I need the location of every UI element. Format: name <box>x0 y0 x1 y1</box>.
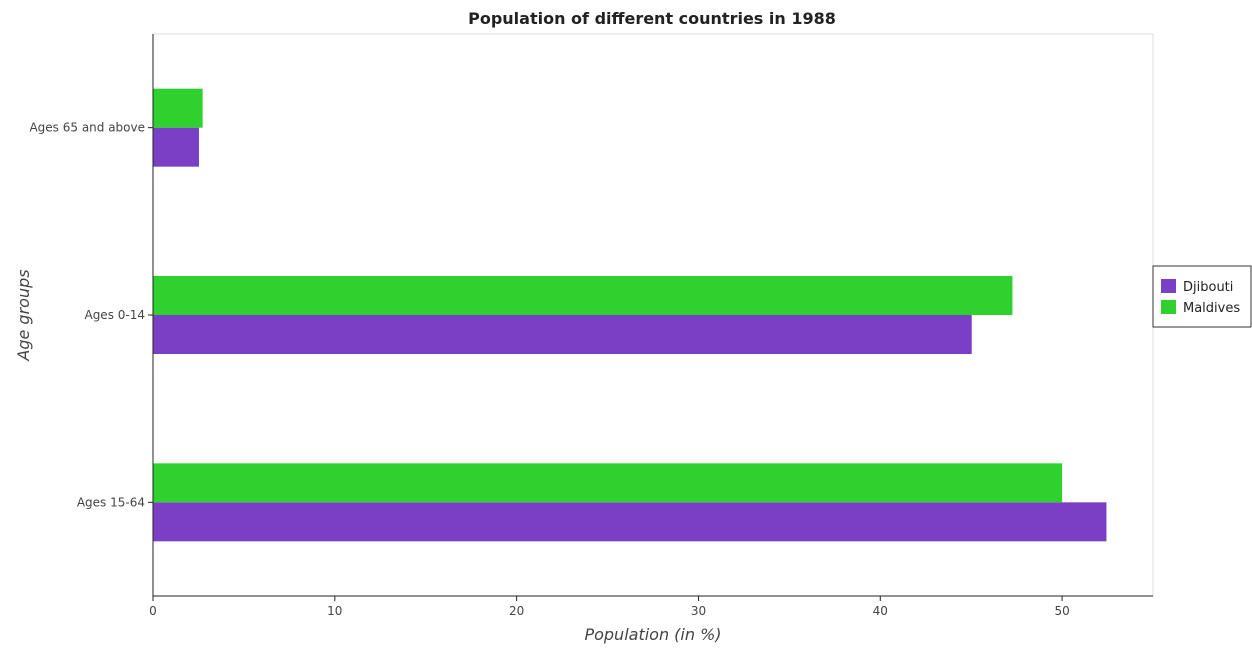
x-tick-label: 10 <box>327 604 342 618</box>
y-tick-label: Ages 65 and above <box>29 121 145 135</box>
y-tick-label: Ages 0-14 <box>84 308 145 322</box>
x-tick-label: 0 <box>149 604 157 618</box>
legend: Djibouti Maldives <box>1152 265 1252 328</box>
x-axis-label: Population (in %) <box>584 625 721 644</box>
x-tick-label: 30 <box>691 604 706 618</box>
chart-title: Population of different countries in 198… <box>468 9 836 28</box>
legend-label-maldives: Maldives <box>1183 301 1240 316</box>
x-tick-label: 40 <box>873 604 888 618</box>
legend-label-djibouti: Djibouti <box>1183 280 1233 295</box>
x-tick-label: 20 <box>509 604 524 618</box>
y-tick-label: Ages 15-64 <box>77 495 145 509</box>
x-ticks-group: 0 10 20 30 40 50 <box>149 596 1070 618</box>
bar-maldives-2 <box>153 463 1063 503</box>
y-ticks-group: Ages 65 and above Ages 0-14 Ages 15-64 <box>29 121 153 509</box>
bars-group <box>153 88 1107 542</box>
legend-swatch-maldives <box>1161 300 1176 314</box>
bar-djibouti-1 <box>153 315 972 354</box>
y-axis-label: Age groups <box>14 269 33 361</box>
x-tick-label: 50 <box>1054 604 1069 618</box>
bar-djibouti-2 <box>153 502 1107 542</box>
bar-maldives-0 <box>153 88 203 128</box>
legend-swatch-djibouti <box>1161 279 1176 293</box>
bar-djibouti-0 <box>153 127 199 167</box>
bar-maldives-1 <box>153 276 1013 315</box>
legend-box <box>1152 265 1252 328</box>
